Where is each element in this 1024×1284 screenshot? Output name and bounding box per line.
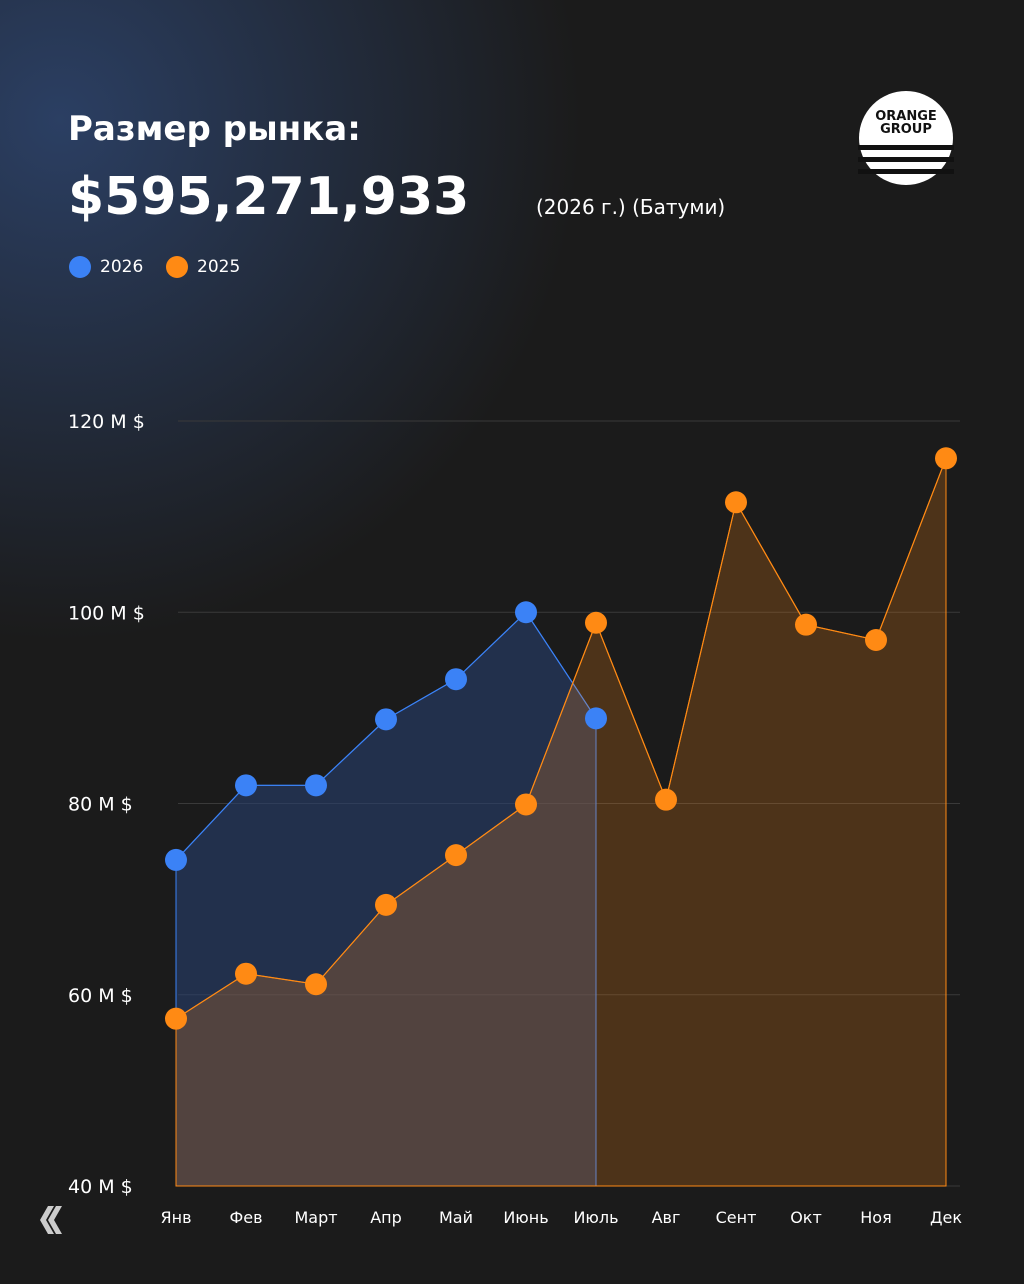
x-tick-label: Дек	[930, 1208, 962, 1227]
line	[175, 458, 947, 1020]
logo: ORANGE GROUP	[858, 91, 954, 185]
point	[305, 973, 327, 996]
point	[515, 793, 537, 816]
point	[795, 613, 817, 636]
title: Размер рынка:	[68, 109, 361, 149]
point	[375, 708, 397, 731]
x-tick-label: Янв	[160, 1208, 191, 1227]
x-tick-label: Апр	[370, 1208, 402, 1227]
logo-stripe	[858, 169, 954, 174]
x-tick-label: Авг	[652, 1208, 681, 1227]
point	[865, 628, 887, 651]
x-tick-label: Сент	[716, 1208, 757, 1227]
point	[165, 1007, 187, 1030]
y-tick-label: 40 M $	[68, 1176, 133, 1198]
point	[305, 774, 327, 797]
legend-label: 2025	[197, 257, 240, 277]
point	[235, 962, 257, 985]
logo-text: GROUP	[880, 122, 932, 137]
logo-text: ORANGE	[875, 109, 937, 124]
y-tick-label: 80 M $	[68, 794, 133, 816]
x-tick-label: Май	[439, 1208, 473, 1227]
legend-label: 2026	[100, 257, 143, 277]
x-tick-label: Фев	[229, 1208, 262, 1227]
corner-icon	[40, 1206, 62, 1234]
y-tick-label: 60 M $	[68, 985, 133, 1007]
x-tick-label: Июнь	[503, 1208, 548, 1227]
point	[935, 447, 957, 470]
point	[585, 611, 607, 634]
total: $595,271,933	[68, 167, 469, 227]
x-tick-label: Июль	[573, 1208, 618, 1227]
point	[445, 844, 467, 867]
logo-stripe	[858, 145, 954, 150]
x-tick-label: Ноя	[860, 1208, 891, 1227]
point	[375, 893, 397, 916]
logo-stripe	[858, 157, 954, 162]
y-tick-label: 100 M $	[68, 602, 145, 624]
point	[515, 601, 537, 624]
point	[655, 788, 677, 811]
x-tick-label: Март	[294, 1208, 337, 1227]
point	[235, 774, 257, 797]
y-tick-label: 120 M $	[68, 411, 145, 433]
x-tick-label: Окт	[790, 1208, 822, 1227]
legend-marker	[166, 256, 188, 278]
legend-marker	[69, 256, 91, 278]
point	[585, 707, 607, 730]
point	[445, 668, 467, 691]
point	[725, 491, 747, 514]
point	[165, 848, 187, 871]
subtitle: (2026 г.) (Батуми)	[536, 195, 725, 219]
